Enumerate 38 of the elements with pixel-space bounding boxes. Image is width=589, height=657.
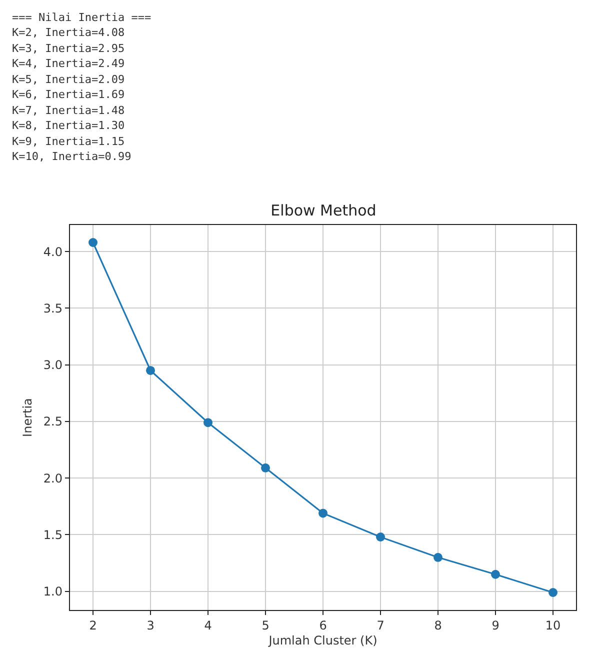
x-tick-label: 3: [146, 618, 154, 632]
point: [376, 532, 385, 542]
y-tick-label: 3.0: [43, 358, 62, 372]
x-tick-label: 2: [89, 618, 97, 632]
text: K=3, Inertia=2.95: [12, 42, 125, 55]
text: K=10, Inertia=0.99: [12, 150, 132, 163]
point: [491, 570, 500, 579]
y-tick-label: 4.0: [43, 244, 62, 259]
point: [434, 552, 442, 562]
x-tick-label: 4: [204, 618, 212, 632]
x-tick-label: 6: [319, 618, 327, 632]
y-tick-label: 2.5: [43, 414, 62, 429]
text: K=9, Inertia=1.15: [12, 135, 125, 148]
x-tick-label: 5: [262, 618, 270, 632]
y-tick-label: 3.5: [43, 301, 62, 316]
text: K=4, Inertia=2.49: [12, 57, 125, 70]
point: [146, 366, 155, 375]
x-tick-label: 10: [545, 618, 561, 632]
text: === Nilai Inertia ===: [12, 11, 152, 24]
point: [548, 588, 558, 597]
point: [204, 418, 212, 428]
chart-title: Elbow Method: [270, 201, 376, 220]
text: K=7, Inertia=1.48: [12, 104, 125, 117]
x-tick-label: 7: [376, 618, 384, 632]
x-axis-title: Jumlah Cluster (K): [268, 633, 378, 648]
text: K=8, Inertia=1.30: [12, 119, 125, 132]
x-tick-label: 9: [492, 618, 500, 632]
y-axis-title: Inertia: [20, 398, 35, 437]
point: [261, 463, 270, 472]
text: K=2, Inertia=4.08: [12, 26, 125, 39]
y-tick-label: 1.0: [43, 584, 62, 599]
x-tick-label: 8: [434, 618, 442, 632]
y-tick-label: 2.0: [43, 471, 62, 486]
point: [88, 238, 98, 247]
text: K=5, Inertia=2.09: [12, 73, 125, 86]
text: K=6, Inertia=1.69: [12, 88, 125, 101]
y-tick-label: 1.5: [43, 528, 62, 542]
point: [318, 508, 328, 518]
